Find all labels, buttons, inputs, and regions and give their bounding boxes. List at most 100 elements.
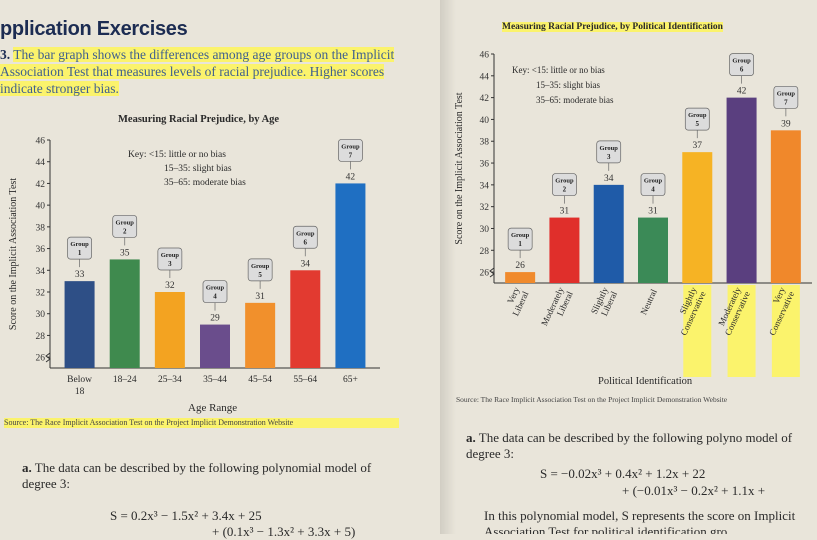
bar bbox=[154, 292, 185, 368]
group-callout-label: Group bbox=[161, 252, 180, 259]
y-tick-label: 26 bbox=[36, 354, 46, 364]
group-callout-box bbox=[67, 236, 92, 260]
axis-break-mark bbox=[45, 352, 51, 363]
group-callout-number: 3 bbox=[168, 260, 172, 268]
data-label: 37 bbox=[693, 141, 703, 151]
y-tick-label: 46 bbox=[36, 137, 46, 147]
group-callout-box bbox=[112, 215, 138, 238]
group-callout-number: 6 bbox=[304, 238, 308, 246]
group-callout-label: Group bbox=[296, 230, 315, 237]
group-callout-label: Group bbox=[688, 112, 707, 119]
data-label: 29 bbox=[210, 314, 220, 324]
bar bbox=[770, 130, 801, 283]
data-label: 31 bbox=[255, 292, 265, 302]
problem-statement: 3. The bar graph shows the differences a… bbox=[0, 46, 410, 97]
group-callout-box bbox=[773, 85, 799, 109]
x-tick-label: 35–44 bbox=[203, 375, 227, 385]
x-tick-label: ModeratelyLiberal bbox=[539, 285, 575, 332]
y-tick-label: 34 bbox=[36, 267, 46, 277]
data-label: 31 bbox=[648, 207, 658, 217]
group-callout-number: 4 bbox=[651, 186, 655, 194]
y-tick-label: 32 bbox=[36, 289, 46, 299]
group-callout-label: Group bbox=[70, 241, 89, 248]
group-callout-label: Group bbox=[116, 219, 135, 226]
group-callout-number: 5 bbox=[258, 271, 262, 279]
x-tick-label: 45–54 bbox=[248, 375, 272, 385]
key-line-3: 35–65: moderate bias bbox=[536, 95, 614, 105]
x-tick-label-line: 25–34 bbox=[158, 375, 182, 385]
x-tick-label-line: Neutral bbox=[638, 287, 659, 316]
group-callout-box bbox=[292, 225, 318, 249]
group-callout-label: Group bbox=[206, 285, 225, 292]
bar bbox=[726, 97, 757, 283]
bar bbox=[245, 302, 276, 368]
y-tick-label: 26 bbox=[480, 269, 490, 279]
left-x-axis-title: Age Range bbox=[188, 402, 238, 414]
key-line-2: 15–35: slight bias bbox=[164, 164, 232, 174]
y-tick-label: 46 bbox=[480, 51, 490, 61]
group-callout-box bbox=[157, 247, 183, 271]
group-callout-label: Group bbox=[341, 143, 360, 150]
y-tick-label: 32 bbox=[480, 203, 490, 213]
group-callout-number: 5 bbox=[696, 120, 700, 128]
part-a-label: a. bbox=[22, 460, 32, 475]
data-label: 31 bbox=[560, 207, 570, 217]
y-tick-label: 36 bbox=[480, 160, 490, 170]
part-a-text: The data can be described by the followi… bbox=[22, 460, 372, 491]
group-callout-label: Group bbox=[555, 178, 574, 185]
left-chart-title: Measuring Racial Prejudice, by Age bbox=[118, 114, 280, 125]
y-axis-title: Score on the Implicit Association Test bbox=[8, 178, 19, 330]
group-callout-number: 2 bbox=[123, 227, 127, 235]
left-chart-key: Key: <15: little or no bias 15–35: sligh… bbox=[128, 148, 246, 190]
y-axis-title: Score on the Implicit Association Test bbox=[454, 92, 465, 244]
key-line-2: 15–35: slight bias bbox=[536, 80, 601, 90]
data-label: 42 bbox=[346, 172, 356, 182]
political-bar-chart: Score on the Implicit Association Test 26… bbox=[454, 51, 812, 377]
x-tick-label-line: 18 bbox=[75, 387, 85, 397]
y-tick-label: 40 bbox=[480, 116, 490, 126]
data-label: 26 bbox=[515, 261, 525, 271]
y-tick-label: 42 bbox=[36, 180, 46, 190]
group-callout-box bbox=[596, 140, 622, 164]
category-highlight bbox=[683, 285, 712, 377]
left-equation-1: S = 0.2x³ − 1.5x² + 3.4x + 25 bbox=[110, 508, 262, 523]
page-gutter-shadow bbox=[440, 0, 456, 534]
bar bbox=[638, 217, 668, 283]
right-chart-title: Measuring Racial Prejudice, by Political… bbox=[502, 22, 723, 32]
x-tick-label: SlightlyLiberal bbox=[589, 285, 619, 320]
axis-break-mark bbox=[489, 267, 495, 278]
problem-text: The bar graph shows the differences amon… bbox=[0, 47, 395, 96]
x-tick-label-line: 45–54 bbox=[248, 375, 272, 385]
bar bbox=[549, 217, 580, 283]
x-tick-label-line: 55–64 bbox=[293, 375, 317, 385]
data-label: 33 bbox=[75, 270, 85, 280]
bar bbox=[682, 152, 713, 283]
group-callout-label: Group bbox=[251, 263, 270, 270]
left-equation-2: + (0.1x³ − 1.3x² + 3.3x + 5) bbox=[212, 524, 356, 539]
group-callout-box bbox=[640, 173, 666, 196]
y-tick-label: 44 bbox=[480, 72, 490, 82]
group-callout-box bbox=[507, 227, 533, 251]
group-callout-number: 7 bbox=[349, 151, 353, 159]
y-tick-label: 40 bbox=[36, 202, 46, 212]
y-tick-label: 30 bbox=[480, 225, 490, 235]
y-tick-label: 42 bbox=[480, 94, 490, 104]
group-callout-number: 6 bbox=[740, 66, 744, 74]
bar bbox=[505, 272, 536, 283]
data-label: 39 bbox=[781, 119, 791, 129]
y-tick-label: 34 bbox=[480, 181, 490, 191]
x-tick-label-line: 18–24 bbox=[113, 375, 137, 385]
bar bbox=[335, 183, 366, 368]
right-chart-source: Source: The Race Implicit Association Te… bbox=[456, 395, 728, 404]
data-label: 32 bbox=[165, 281, 175, 291]
group-callout-label: Group bbox=[511, 232, 530, 239]
section-heading: pplication Exercises bbox=[0, 18, 188, 40]
group-callout-number: 3 bbox=[607, 153, 611, 161]
y-tick-label: 38 bbox=[480, 138, 490, 148]
bar bbox=[200, 324, 230, 368]
data-label: 34 bbox=[604, 174, 614, 184]
key-line-3: 35–65: moderate bias bbox=[164, 178, 246, 188]
bar bbox=[109, 259, 140, 368]
right-part-a-text-2: In this polynomial model, S represents t… bbox=[484, 508, 796, 534]
x-tick-label: Below 18 bbox=[67, 375, 92, 397]
